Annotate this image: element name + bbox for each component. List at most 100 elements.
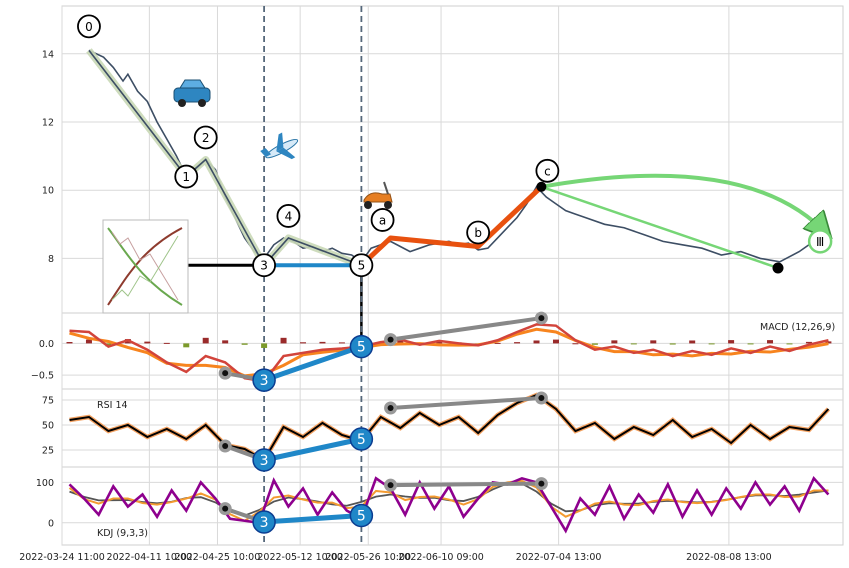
- macd-histogram-bar: [144, 341, 151, 344]
- inset-zigzag: [111, 231, 179, 301]
- macd-histogram-bar: [241, 343, 248, 345]
- wave-label: c: [544, 164, 551, 178]
- rsi-wave3-label: 3: [260, 453, 269, 469]
- x-tick-label: 2022-07-04 13:00: [516, 552, 602, 563]
- kdj-wave3-5-line: [263, 513, 362, 525]
- macd-histogram-bar: [747, 343, 754, 345]
- kdj-k-line: [68, 479, 829, 522]
- macd-histogram-bar: [300, 342, 307, 344]
- wave-label: 5: [358, 259, 366, 273]
- macd-wave3-5-line: [263, 344, 363, 383]
- projection-arrow: [541, 173, 828, 236]
- macd-histogram-bar: [591, 343, 598, 345]
- macd-histogram-bar: [163, 342, 170, 344]
- macd-line: [69, 323, 829, 383]
- macd-histogram-bar: [494, 342, 501, 344]
- wave-point-circle: [349, 253, 374, 278]
- kdj-wave5-label: 5: [357, 508, 366, 524]
- kdj-label: KDJ (9,3,3): [97, 528, 148, 539]
- macd-divergence-point-dot: [222, 370, 229, 377]
- plane-wing: [276, 147, 296, 160]
- macd-histogram-bar: [689, 340, 696, 344]
- wave-label: Ⅲ: [816, 235, 824, 249]
- macd-histogram-bar: [552, 339, 559, 344]
- rsi-divergence-point-dot: [222, 443, 229, 449]
- inset-curve: [107, 227, 183, 306]
- macd-wave5-label: 5: [357, 340, 366, 356]
- macd-label: MACD (12,26,9): [760, 322, 835, 333]
- macd-histogram-bar: [319, 341, 326, 344]
- macd-histogram-bar: [338, 342, 345, 344]
- macd-divergence-point-dot: [538, 315, 545, 322]
- macd-histogram-bar: [397, 340, 404, 344]
- macd-histogram-bar: [708, 343, 715, 345]
- macd-histogram-bar: [436, 340, 443, 344]
- rsi-label: RSI 14: [97, 400, 128, 411]
- kdj-y-axis: 0 100: [36, 478, 54, 529]
- y-tick-label: 25: [42, 446, 54, 457]
- wave-point-circle: [193, 125, 218, 150]
- macd-histogram-bar: [805, 341, 812, 344]
- plane-wing: [276, 132, 284, 152]
- macd-wave3-label: 3: [260, 373, 269, 389]
- macd-divergence-point-dot: [387, 336, 394, 343]
- wave-c-dot: [536, 181, 547, 192]
- macd-histogram-bar: [650, 340, 657, 344]
- macd-histogram-bar: [728, 340, 735, 344]
- wave-point-circle: [370, 208, 395, 232]
- macd-wave-circle: [349, 334, 374, 359]
- kdj-divergence-line: [390, 481, 542, 488]
- wave-label: 3: [260, 259, 268, 273]
- rsi-y-axis: 25 50 75: [42, 396, 54, 457]
- kdj-wave-circle: [252, 510, 276, 534]
- macd-histogram-bar: [261, 343, 268, 348]
- scooter-icon: [363, 181, 393, 209]
- wave-label: 1: [182, 170, 190, 184]
- wave-label: 0: [85, 20, 93, 34]
- y-tick-label: 0.0: [39, 339, 54, 350]
- correction-abc-line: [359, 184, 544, 268]
- car-wheel: [178, 99, 186, 107]
- car-body: [173, 87, 211, 103]
- airplane-icon: [260, 132, 299, 160]
- macd-wave-circle: [252, 368, 276, 392]
- wave-point-circle: [276, 204, 301, 228]
- price-y-axis: 8 10 12 14: [42, 49, 54, 265]
- macd-histogram-bar: [85, 339, 92, 344]
- scooter-body: [363, 192, 393, 203]
- rsi-divergence-line: [390, 396, 542, 410]
- macd-panel-frame: [61, 312, 844, 390]
- wave-point-circle: [535, 158, 560, 183]
- macd-divergence-line: [390, 316, 542, 342]
- rsi-line: [69, 393, 830, 462]
- car-icon: [173, 79, 211, 107]
- projection-line: [540, 185, 779, 270]
- macd-histogram-bar: [222, 340, 229, 344]
- x-axis: 2022-03-24 11:00 2022-04-11 10:00 2022-0…: [19, 552, 771, 563]
- macd-histogram-bar: [280, 337, 287, 344]
- x-tick-label: 2022-06-10 09:00: [398, 552, 484, 563]
- wave-label: b: [474, 226, 482, 240]
- x-tick-label: 2022-05-12 10:00: [257, 552, 343, 563]
- rsi-wave5-label: 5: [357, 432, 366, 448]
- macd-histogram-bar: [786, 343, 793, 345]
- plane-tail: [260, 148, 272, 158]
- y-tick-label: −0.5: [31, 371, 54, 382]
- wave-label: a: [379, 213, 386, 227]
- scooter-handle: [383, 181, 389, 195]
- kdj-divergence-point-dot: [222, 505, 229, 512]
- macd-histogram-bar: [202, 337, 209, 344]
- impulse-wave-line: [88, 49, 362, 267]
- kdj-divergence-point-dot: [387, 482, 394, 489]
- macd-histogram-bar: [825, 341, 832, 344]
- macd-y-axis: −0.5 0.0: [31, 339, 54, 382]
- macd-histogram-bar: [572, 343, 579, 345]
- inset-frame: [102, 219, 189, 314]
- y-tick-label: 0: [48, 518, 54, 529]
- y-tick-label: 12: [42, 117, 54, 128]
- wave-point-circle: [252, 253, 276, 278]
- y-tick-label: 10: [42, 186, 54, 197]
- macd-histogram-bar: [183, 343, 190, 348]
- wave-point-circle: [807, 229, 833, 254]
